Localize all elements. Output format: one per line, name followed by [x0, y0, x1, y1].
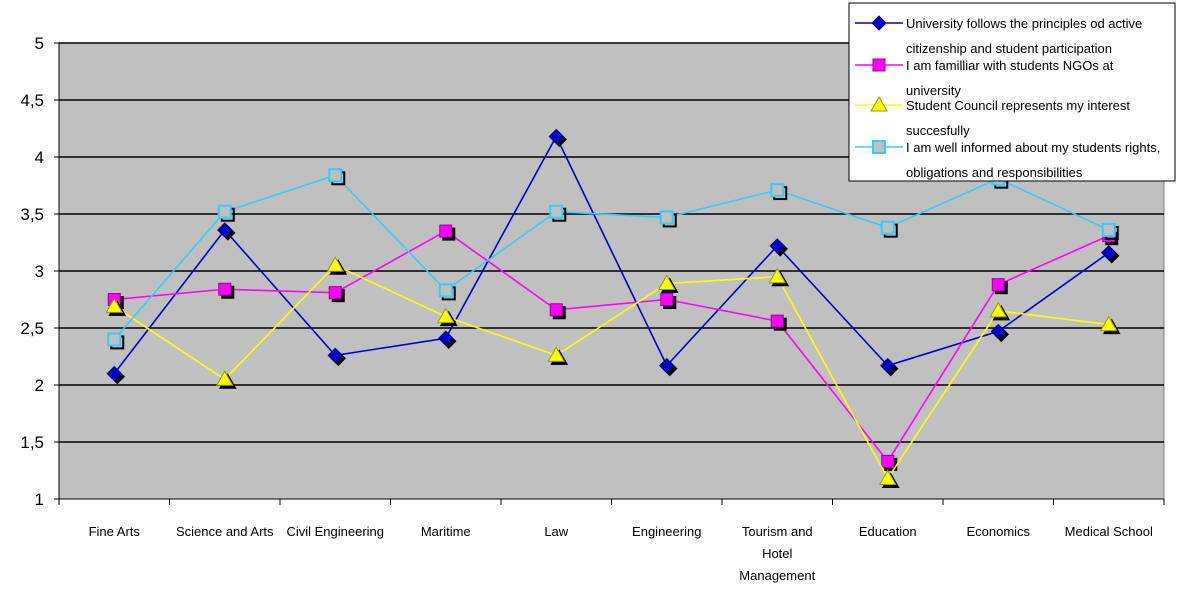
data-point [549, 204, 564, 219]
data-point [770, 314, 784, 328]
series-line [113, 134, 1110, 375]
x-tick-label: Fine Arts [89, 524, 141, 539]
y-tick-label: 4 [35, 148, 44, 167]
data-point [770, 183, 785, 198]
y-tick-label: 3 [35, 262, 44, 281]
series-line [113, 264, 1109, 481]
x-tick-label: Medical School [1065, 524, 1153, 539]
y-tick-label: 2 [35, 376, 44, 395]
data-point [326, 256, 345, 272]
data-point [1099, 315, 1118, 332]
y-tick-label: 2,5 [20, 319, 44, 338]
legend: University follows the principles od act… [848, 2, 1176, 182]
data-point [1101, 245, 1117, 261]
data-point [660, 293, 674, 306]
data-point [989, 301, 1008, 318]
series-3 [105, 256, 1121, 488]
data-point [990, 323, 1006, 340]
x-tick-label: Engineering [632, 524, 701, 539]
series-4 [107, 168, 1119, 350]
data-point [657, 274, 676, 291]
x-tick-label: Management [739, 568, 815, 583]
data-point [769, 238, 785, 254]
data-point [439, 224, 453, 238]
data-point [872, 58, 886, 72]
data-point [991, 278, 1005, 292]
x-tick-label: Law [544, 524, 568, 539]
legend-label: I am familliar with students NGOs at [906, 58, 1114, 73]
legend-label: University follows the principles od act… [906, 16, 1142, 31]
x-tick-label: Science and Arts [176, 524, 274, 539]
y-tick-label: 5 [35, 34, 44, 53]
data-point [327, 347, 343, 364]
y-tick-label: 4,5 [20, 91, 44, 110]
data-point [768, 267, 787, 284]
x-tick-label: Civil Engineering [286, 524, 384, 539]
y-tick-label: 3,5 [20, 205, 44, 224]
data-point [436, 307, 455, 324]
data-point [880, 357, 896, 374]
data-point [880, 220, 895, 235]
series-line [114, 230, 1110, 463]
legend-box [848, 2, 1176, 182]
data-point [106, 365, 122, 382]
data-point [1101, 222, 1116, 237]
legend-label: I am well informed about my students rig… [906, 140, 1160, 155]
data-point [217, 204, 232, 219]
data-point [547, 346, 566, 362]
data-point [659, 210, 674, 225]
data-point [438, 330, 454, 346]
axes: 1 1,5 2 2,5 3 3,5 4 4,5 5 Fine Arts Science and Ar… [20, 34, 1165, 583]
series-1 [106, 128, 1120, 385]
data-point [105, 297, 124, 313]
series-line [113, 174, 1110, 340]
data-point [871, 15, 887, 31]
data-point [659, 357, 675, 374]
y-tick-label: 1,5 [20, 433, 44, 452]
x-tick-label: Tourism and [742, 524, 813, 539]
data-point [870, 95, 888, 112]
data-point [549, 303, 563, 317]
series-group [105, 128, 1121, 488]
data-point [107, 332, 122, 347]
data-point [438, 283, 453, 298]
x-tick-label: Maritime [421, 524, 471, 539]
legend-label: university [906, 83, 961, 98]
legend-label: succesfully [906, 123, 970, 138]
data-point [328, 168, 343, 183]
x-tick-label: Economics [966, 524, 1030, 539]
data-point [217, 222, 233, 238]
data-point [218, 282, 232, 296]
data-point [548, 128, 564, 145]
data-point [328, 286, 342, 300]
x-tick-label: Hotel [762, 546, 792, 561]
legend-label: obligations and responsibilities [906, 165, 1083, 180]
legend-label: citizenship and student participation [906, 41, 1112, 56]
data-point [878, 469, 897, 485]
data-point [881, 454, 895, 468]
data-point [215, 370, 234, 386]
data-point [872, 140, 886, 154]
y-tick-label: 1 [35, 490, 44, 509]
legend-label: Student Council represents my interest [906, 98, 1130, 113]
x-tick-label: Education [859, 524, 917, 539]
